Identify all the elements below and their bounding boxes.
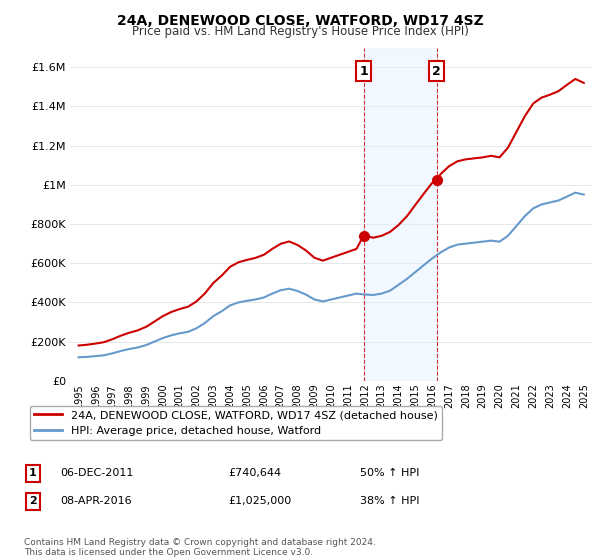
Text: £740,644: £740,644: [228, 468, 281, 478]
Text: 50% ↑ HPI: 50% ↑ HPI: [360, 468, 419, 478]
Text: 2: 2: [433, 64, 441, 78]
Text: 1: 1: [29, 468, 37, 478]
Text: 38% ↑ HPI: 38% ↑ HPI: [360, 496, 419, 506]
Legend: 24A, DENEWOOD CLOSE, WATFORD, WD17 4SZ (detached house), HPI: Average price, det: 24A, DENEWOOD CLOSE, WATFORD, WD17 4SZ (…: [29, 405, 442, 440]
Text: Contains HM Land Registry data © Crown copyright and database right 2024.
This d: Contains HM Land Registry data © Crown c…: [24, 538, 376, 557]
Text: Price paid vs. HM Land Registry's House Price Index (HPI): Price paid vs. HM Land Registry's House …: [131, 25, 469, 38]
Text: 24A, DENEWOOD CLOSE, WATFORD, WD17 4SZ: 24A, DENEWOOD CLOSE, WATFORD, WD17 4SZ: [116, 14, 484, 28]
Text: 2: 2: [29, 496, 37, 506]
Text: £1,025,000: £1,025,000: [228, 496, 291, 506]
Text: 08-APR-2016: 08-APR-2016: [60, 496, 131, 506]
Bar: [364, 48, 437, 381]
Text: 1: 1: [359, 64, 368, 78]
Text: 06-DEC-2011: 06-DEC-2011: [60, 468, 133, 478]
